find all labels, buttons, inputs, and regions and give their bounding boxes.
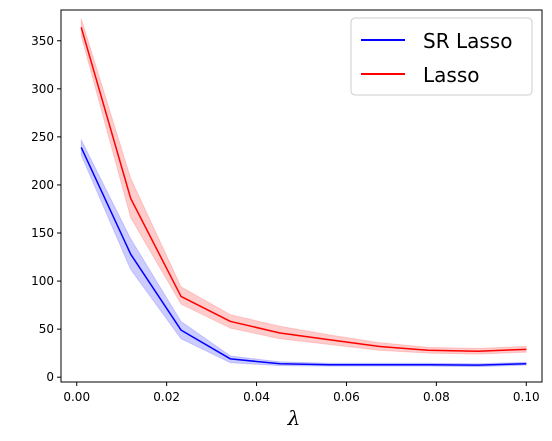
x-tick-label: 0.08 bbox=[423, 390, 450, 404]
x-tick-label: 0.02 bbox=[153, 390, 180, 404]
x-axis-title: λ bbox=[287, 406, 301, 430]
y-tick-label: 350 bbox=[31, 34, 54, 48]
point-sr-lasso-9 bbox=[525, 363, 527, 365]
point-lasso-5 bbox=[329, 339, 331, 341]
point-lasso-3 bbox=[230, 321, 232, 323]
point-sr-lasso-7 bbox=[427, 364, 429, 366]
point-lasso-7 bbox=[427, 349, 429, 351]
point-sr-lasso-5 bbox=[329, 364, 331, 366]
point-lasso-1 bbox=[130, 198, 132, 200]
x-tick-label: 0.00 bbox=[63, 390, 90, 404]
confidence-bands bbox=[80, 18, 527, 368]
x-axis: 0.00 0.02 0.04 0.06 0.08 0.10 bbox=[63, 382, 540, 404]
x-tick-label: 0.10 bbox=[513, 390, 540, 404]
legend-box bbox=[350, 17, 533, 96]
y-tick-label: 250 bbox=[31, 130, 54, 144]
y-tick-label: 0 bbox=[46, 370, 54, 384]
point-lasso-0 bbox=[80, 27, 82, 29]
legend-label-lasso: Lasso bbox=[423, 63, 479, 87]
plot-frame bbox=[60, 9, 543, 383]
y-tick-label: 300 bbox=[31, 82, 54, 96]
point-lasso-9 bbox=[525, 349, 527, 351]
point-lasso-8 bbox=[477, 350, 479, 352]
point-lasso-4 bbox=[279, 332, 281, 334]
y-tick-label: 100 bbox=[31, 274, 54, 288]
point-sr-lasso-2 bbox=[180, 329, 182, 331]
point-sr-lasso-6 bbox=[378, 364, 380, 366]
point-sr-lasso-1 bbox=[130, 253, 132, 255]
y-axis: 0 50 100 150 200 250 300 350 bbox=[31, 34, 61, 384]
legend-label-sr-lasso: SR Lasso bbox=[423, 29, 512, 53]
point-lasso-6 bbox=[378, 346, 380, 348]
legend: SR Lasso Lasso bbox=[350, 17, 533, 96]
line-sr-lasso bbox=[80, 147, 527, 366]
band-sr-lasso bbox=[80, 139, 527, 368]
line-lasso bbox=[80, 27, 527, 352]
band-lasso bbox=[80, 18, 527, 355]
point-sr-lasso-0 bbox=[80, 147, 82, 149]
y-tick-label: 150 bbox=[31, 226, 54, 240]
point-sr-lasso-8 bbox=[477, 364, 479, 366]
x-tick-label: 0.04 bbox=[243, 390, 270, 404]
y-tick-label: 50 bbox=[39, 322, 54, 336]
x-tick-label: 0.06 bbox=[333, 390, 360, 404]
point-sr-lasso-4 bbox=[279, 363, 281, 365]
point-lasso-2 bbox=[180, 296, 182, 298]
y-tick-label: 200 bbox=[31, 178, 54, 192]
series-lines bbox=[80, 27, 527, 366]
point-sr-lasso-3 bbox=[230, 358, 232, 360]
